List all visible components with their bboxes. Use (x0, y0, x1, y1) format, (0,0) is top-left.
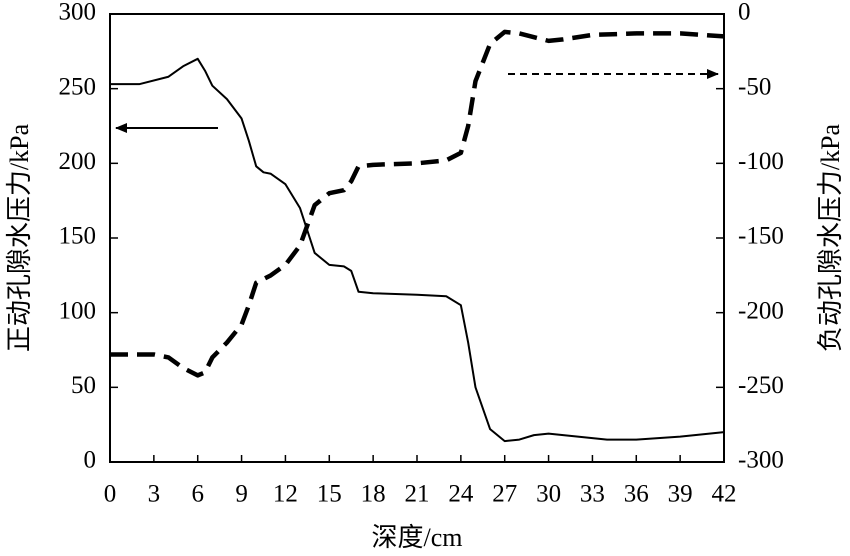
x-tick-label: 21 (405, 481, 430, 508)
x-tick-label: 15 (317, 481, 342, 508)
x-tick-label: 18 (361, 481, 386, 508)
y2-tick-label: -300 (738, 447, 784, 474)
x-tick-label: 6 (191, 481, 204, 508)
x-tick-label: 42 (712, 481, 737, 508)
y-tick-label: 250 (59, 73, 97, 100)
x-tick-label: 36 (624, 481, 649, 508)
x-tick-label: 9 (235, 481, 248, 508)
y2-tick-label: -250 (738, 372, 784, 399)
y-tick-label: 50 (71, 372, 96, 399)
solid-line (110, 57, 725, 443)
y2-tick-label: -200 (738, 297, 784, 324)
y-tick-label: 300 (59, 0, 97, 26)
x-tick-label: 33 (580, 481, 605, 508)
plot-frame (109, 13, 725, 463)
y2-tick-label: 0 (738, 0, 751, 26)
x-tick-label: 3 (148, 481, 161, 508)
y2-tick-label: -150 (738, 223, 784, 250)
x-tick-label: 27 (492, 481, 517, 508)
x-tick-label: 0 (104, 481, 117, 508)
dashed-line (110, 29, 725, 378)
x-tick-label: 39 (668, 481, 693, 508)
y2-tick-label: -50 (738, 73, 771, 100)
y-tick-label: 100 (59, 297, 97, 324)
x-axis-title: 深度/cm (372, 523, 463, 552)
y-tick-label: 150 (59, 223, 97, 250)
x-tick-label: 24 (448, 481, 474, 508)
y-tick-label: 0 (84, 447, 97, 474)
y2-tick-label: -100 (738, 148, 784, 175)
x-tick-label: 12 (273, 481, 298, 508)
y-axis-title: 正动孔隙水压力/kPa (5, 123, 34, 352)
y-tick-label: 200 (59, 148, 97, 175)
y2-axis-title: 负动孔隙水压力/kPa (816, 123, 845, 352)
x-tick-label: 30 (536, 481, 561, 508)
